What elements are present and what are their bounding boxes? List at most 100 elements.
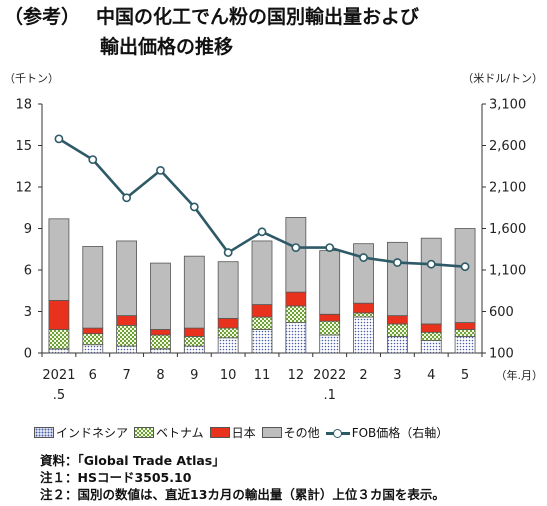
x-tick-label: 2	[359, 368, 367, 383]
y-tick-label-right: 1,100	[489, 264, 526, 279]
x-tick-label: 11	[254, 368, 271, 383]
note-2: 注２：国別の数値は、直近13カ月の輸出量（累計）上位３カ国を表示。	[40, 487, 445, 502]
legend-item-other: その他	[261, 424, 320, 441]
bar-vietnam	[82, 333, 104, 346]
bar-indonesia	[150, 348, 171, 354]
legend-swatch-fob	[325, 428, 350, 438]
note-source: 資料：「Global Trade Atlas」	[40, 453, 225, 468]
bar-japan	[353, 302, 374, 314]
x-tick-label: 4	[427, 368, 435, 383]
y-axis-right-unit: （米ドル/トン）	[462, 72, 543, 85]
price-line	[54, 134, 470, 272]
bar-indonesia	[116, 345, 138, 354]
legend-label-japan: 日本	[231, 426, 256, 440]
bars	[48, 217, 476, 354]
fob-price-point	[223, 248, 233, 257]
y-tick-label-left: 12	[15, 181, 32, 196]
x-tick-label: 2021	[42, 368, 75, 383]
bar-other	[48, 218, 70, 301]
x-tick-label: 6	[89, 368, 97, 383]
bar-other	[251, 240, 273, 305]
fob-price-point	[189, 202, 199, 212]
bar-other	[420, 237, 442, 325]
fob-price-point	[54, 134, 64, 144]
bar-other	[116, 240, 138, 317]
x-tick-label: 2022	[313, 368, 346, 383]
y-tick-label-left: 9	[24, 222, 32, 237]
x-tick-label: 7	[122, 368, 130, 383]
bar-indonesia	[285, 322, 307, 354]
title-line2: 輸出価格の推移	[100, 36, 234, 58]
chart-title: （参考） 中国の化工でん粉の国別輸出量および 輸出価格の推移	[4, 2, 419, 62]
bar-vietnam	[386, 323, 408, 337]
bar-indonesia	[454, 335, 476, 354]
bar-vietnam	[454, 329, 476, 337]
bar-vietnam	[217, 327, 239, 339]
bar-vietnam	[319, 320, 341, 336]
bar-vietnam	[353, 312, 374, 318]
legend-item-vietnam: ベトナム	[134, 424, 204, 441]
fob-price-point	[257, 227, 267, 237]
bar-japan	[420, 323, 442, 333]
legend-swatch-indonesia	[34, 427, 54, 438]
chart-canvas: 0 3 6 9 12 15 18 100 600 1,100 1,600 2,100 2,600 3,10…	[4, 72, 543, 403]
legend-label-vietnam: ベトナム	[156, 426, 204, 440]
x-tick-label: 10	[220, 368, 237, 383]
fob-price-point	[122, 193, 132, 203]
fob-price-point	[359, 253, 368, 262]
axes	[38, 103, 486, 357]
bar-other	[353, 243, 374, 304]
bar-indonesia	[48, 348, 70, 354]
legend-label-other: その他	[283, 426, 320, 440]
y-tick-label-right: 600	[489, 305, 514, 320]
bar-other	[217, 261, 239, 319]
bar-indonesia	[386, 335, 408, 354]
y-tick-label-left: 3	[24, 305, 32, 320]
y-tick-label-right: 1,600	[489, 222, 526, 237]
x-tick-label: 12	[288, 368, 305, 383]
note-1: 注１：HSコード3505.10	[40, 470, 192, 485]
bar-other	[319, 250, 341, 315]
axis-labels: 0 3 6 9 12 15 18 100 600 1,100 1,600 2,100 2,600 3,10…	[4, 72, 543, 403]
bar-japan	[285, 291, 307, 307]
bar-japan	[454, 322, 476, 330]
bar-indonesia	[82, 344, 104, 354]
bar-japan	[48, 300, 70, 330]
legend: インドネシア ベトナム 日本 その他 FOB価格（右軸）	[34, 424, 448, 441]
y-tick-label-left: 0	[24, 347, 32, 362]
bar-japan	[251, 304, 273, 318]
x-tick-label: 5	[461, 368, 469, 383]
bar-vietnam	[150, 334, 171, 350]
legend-swatch-other	[261, 427, 282, 438]
y-tick-label-right: 3,100	[489, 98, 526, 113]
x-tick-label: 9	[190, 368, 198, 383]
y-tick-label-left: 15	[15, 139, 32, 154]
y-tick-label-left: 18	[15, 98, 32, 113]
bar-japan	[217, 318, 239, 329]
y-tick-label-right: 2,100	[489, 181, 526, 196]
legend-item-fob: FOB価格（右軸）	[325, 424, 449, 441]
bar-indonesia	[319, 334, 341, 354]
notes: 資料：「Global Trade Atlas」 注１：HSコード3505.10 …	[40, 452, 445, 503]
y-tick-label-right: 100	[489, 347, 514, 362]
bar-indonesia	[183, 345, 205, 354]
bar-vietnam	[285, 305, 307, 323]
x-tick-label: .1	[323, 388, 335, 403]
legend-item-indonesia: インドネシア	[34, 424, 128, 441]
legend-label-fob: FOB価格（右軸）	[351, 426, 449, 440]
bar-japan	[386, 315, 408, 325]
bar-other	[82, 246, 104, 329]
legend-label-indonesia: インドネシア	[56, 426, 129, 440]
bar-vietnam	[183, 335, 205, 347]
bar-vietnam	[251, 316, 273, 330]
bar-other	[285, 217, 307, 293]
bar-vietnam	[116, 324, 138, 347]
legend-swatch-japan	[209, 427, 230, 438]
fob-price-point	[291, 243, 301, 252]
fob-price-point	[392, 258, 402, 267]
bar-indonesia	[217, 337, 239, 354]
bar-japan	[150, 329, 171, 336]
bar-indonesia	[420, 340, 442, 354]
x-tick-label: .5	[53, 388, 65, 403]
y-axis-left-unit: （千トン）	[4, 72, 59, 85]
